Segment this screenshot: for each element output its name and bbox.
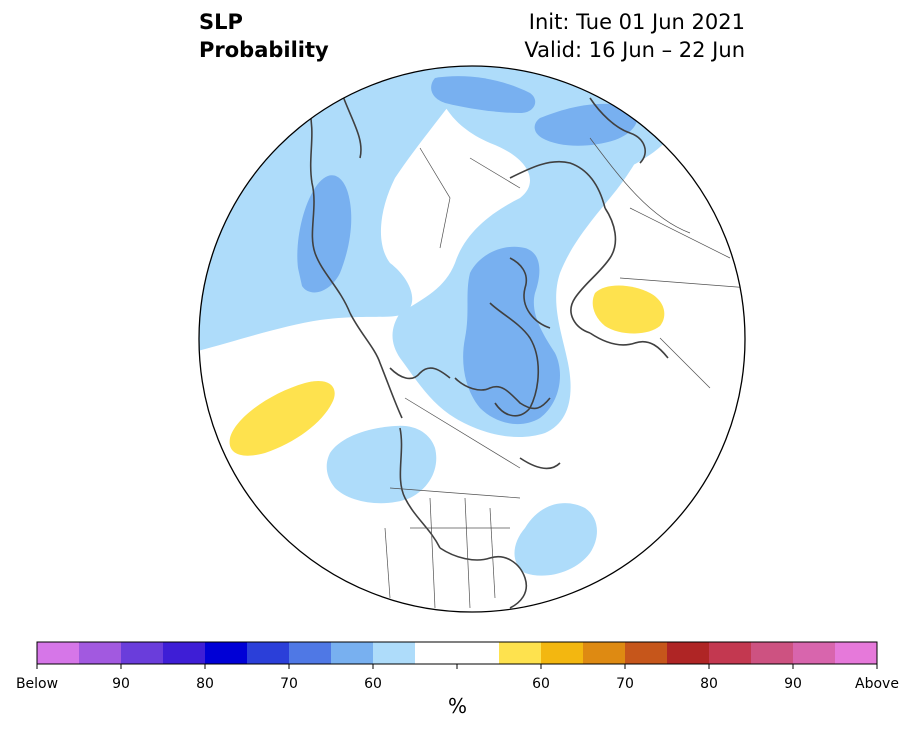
- medium-blue-region-arctic: [463, 246, 560, 425]
- variable-title: SLP: [199, 10, 243, 34]
- variable-subtitle: Probability: [199, 38, 329, 62]
- init-date: Init: Tue 01 Jun 2021: [528, 10, 745, 34]
- colorbar-swatch: [835, 642, 878, 664]
- medium-blue-region-pacific: [297, 175, 352, 293]
- colorbar-ticks: [36, 664, 878, 669]
- colorbar-tick-label: 60: [364, 676, 382, 692]
- colorbar-swatch: [289, 642, 332, 664]
- colorbar-tick-label: 80: [700, 676, 718, 692]
- colorbar-units: %: [447, 694, 467, 718]
- colorbar-tick-label: 70: [280, 676, 298, 692]
- colorbar-swatch: [667, 642, 710, 664]
- colorbar-tick-label: 70: [616, 676, 634, 692]
- colorbar-swatch: [625, 642, 668, 664]
- colorbar-tick-label: 60: [532, 676, 550, 692]
- colorbar-swatches: [37, 642, 878, 664]
- colorbar-tick-label: Above: [855, 676, 899, 692]
- medium-blue-region-north-europe: [534, 103, 638, 146]
- colorbar-tick-label: Below: [16, 676, 58, 692]
- colorbar-swatch: [415, 642, 458, 664]
- title-right: Init: Tue 01 Jun 2021 Valid: 16 Jun – 22…: [524, 8, 745, 64]
- colorbar-swatch: [457, 642, 500, 664]
- probability-shading: [199, 66, 745, 612]
- colorbar-swatch: [499, 642, 542, 664]
- colorbar-swatch: [751, 642, 794, 664]
- medium-blue-region-siberia: [431, 76, 536, 113]
- polar-map: [198, 65, 746, 613]
- colorbar-tick-label: 90: [784, 676, 802, 692]
- yellow-region-pacific: [229, 380, 335, 456]
- light-blue-region-alaska: [326, 425, 437, 504]
- colorbar-swatch: [583, 642, 626, 664]
- coastlines: [279, 66, 669, 609]
- colorbar-swatch: [205, 642, 248, 664]
- borders: [384, 137, 745, 609]
- colorbar-tick-labels: Below 90 80 70 60 60 70 80 90 Above: [16, 676, 899, 692]
- colorbar-swatch: [709, 642, 752, 664]
- colorbar: Below 90 80 70 60 60 70 80 90 Above: [16, 641, 899, 692]
- yellow-region-europe: [592, 285, 665, 334]
- colorbar-swatch: [541, 642, 584, 664]
- colorbar-swatch: [37, 642, 80, 664]
- colorbar-tick-label: 90: [112, 676, 130, 692]
- colorbar-swatch: [373, 642, 416, 664]
- light-blue-region-atlantic: [514, 503, 597, 576]
- title-left: SLP Probability: [199, 8, 329, 64]
- map-border: [198, 65, 746, 613]
- colorbar-swatch: [163, 642, 206, 664]
- colorbar-swatch: [247, 642, 290, 664]
- colorbar-tick-label: 80: [196, 676, 214, 692]
- colorbar-swatch: [793, 642, 836, 664]
- colorbar-swatch: [121, 642, 164, 664]
- colorbar-swatch: [331, 642, 374, 664]
- colorbar-swatch: [79, 642, 122, 664]
- valid-range: Valid: 16 Jun – 22 Jun: [524, 38, 745, 62]
